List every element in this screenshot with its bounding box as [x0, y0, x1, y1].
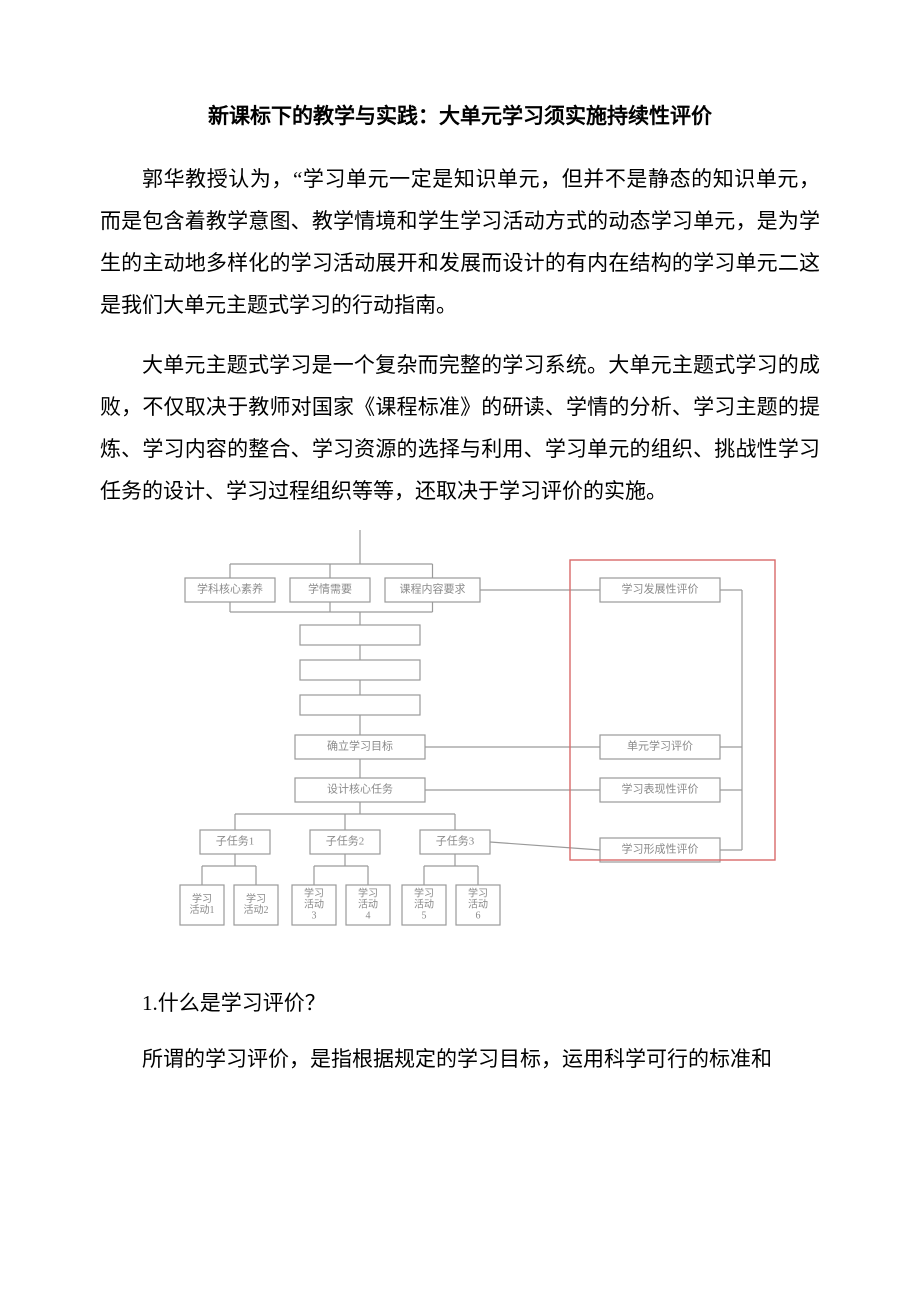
- node-label-a2: 活动2: [244, 904, 269, 916]
- node-label-a1: 学习: [192, 892, 212, 905]
- node-label-ev4: 学习形成性评价: [622, 842, 699, 856]
- paragraph-1: 郭华教授认为，“学习单元一定是知识单元，但并不是静态的知识单元，而是包含着教学意…: [100, 158, 820, 326]
- flowchart-diagram: 学科核心素养 学情需要 课程内容要求 学习发展性评价确立学习目标 单元学习评价设计核心任…: [130, 530, 790, 960]
- node-label-a1: 活动1: [190, 904, 215, 916]
- node-label-a6: 6: [476, 910, 481, 921]
- node-label-core: 设计核心任务: [327, 782, 393, 796]
- node-label-a6: 学习: [468, 886, 488, 899]
- node-label-a5: 学习: [414, 886, 434, 899]
- node-label-st3: 子任务3: [436, 835, 475, 848]
- node-label-r1b: 学情需要: [308, 582, 352, 596]
- node-mid2: [300, 660, 420, 680]
- node-mid1: [300, 625, 420, 645]
- node-label-st2: 子任务2: [326, 835, 365, 848]
- node-label-a6: 活动: [468, 898, 488, 910]
- flowchart-svg: 学科核心素养 学情需要 课程内容要求 学习发展性评价确立学习目标 单元学习评价设计核心任…: [130, 530, 790, 960]
- node-label-a5: 活动: [414, 898, 434, 910]
- paragraph-2: 大单元主题式学习是一个复杂而完整的学习系统。大单元主题式学习的成败，不仅取决于教…: [100, 344, 820, 512]
- node-label-a3: 3: [312, 910, 317, 921]
- node-label-a3: 活动: [304, 898, 324, 910]
- evaluation-highlight-box: [570, 560, 775, 860]
- node-label-ev2: 单元学习评价: [627, 739, 693, 753]
- node-mid3: [300, 695, 420, 715]
- node-label-a5: 5: [422, 910, 427, 921]
- node-label-r1a: 学科核心素养: [197, 582, 263, 596]
- node-label-a4: 活动: [358, 898, 378, 910]
- node-label-r1c: 课程内容要求: [400, 582, 466, 596]
- node-label-ev1: 学习发展性评价: [622, 582, 699, 596]
- document-title: 新课标下的教学与实践：大单元学习须实施持续性评价: [100, 100, 820, 130]
- paragraph-3: 所谓的学习评价，是指根据规定的学习目标，运用科学可行的标准和: [100, 1038, 820, 1080]
- node-label-a4: 4: [366, 910, 371, 921]
- node-label-a3: 学习: [304, 886, 324, 899]
- section-heading-1: 1.什么是学习评价？: [100, 982, 820, 1024]
- node-label-a4: 学习: [358, 886, 378, 899]
- node-label-st1: 子任务1: [216, 835, 255, 848]
- node-label-a2: 学习: [246, 892, 266, 905]
- node-label-ev3: 学习表现性评价: [622, 782, 699, 796]
- node-label-goal: 确立学习目标: [327, 739, 393, 753]
